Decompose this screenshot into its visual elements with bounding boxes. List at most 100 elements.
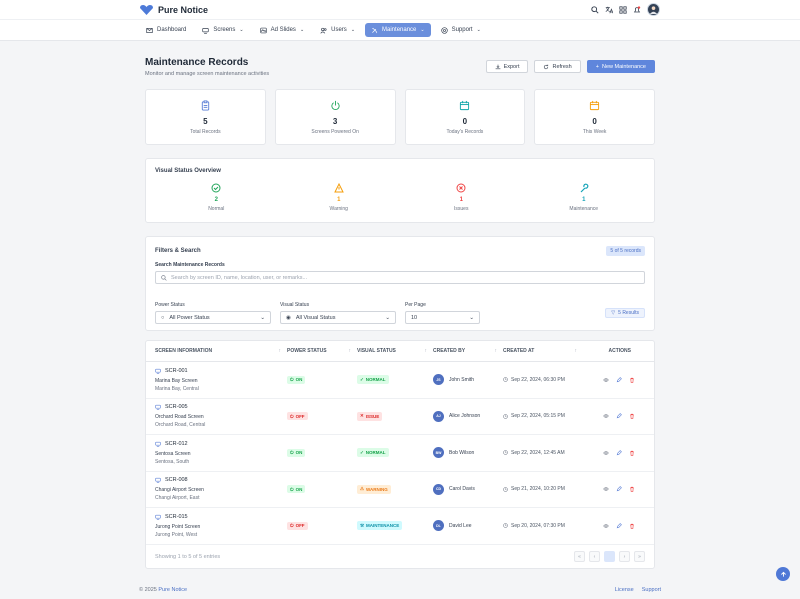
view-eye-icon[interactable] [603,377,609,383]
delete-trash-icon[interactable] [629,523,635,529]
clock-icon [503,377,508,382]
screen-id[interactable]: SCR-001 [165,367,188,374]
user-initials-avatar: AJ [433,410,444,422]
nav-label: Support [451,27,473,33]
visual-status-text: NORMAL [365,377,386,383]
edit-icon[interactable] [616,413,622,419]
created-at: Sep 22, 2024, 05:15 PM [511,413,565,420]
filter-icon: ▽ [611,310,616,316]
delete-trash-icon[interactable] [629,413,635,419]
screen-location: Sentosa, South [155,458,190,465]
plus-icon: + [595,63,599,70]
pagination: « ‹ 1 › » [574,551,645,562]
chevron-down-icon: ⌄ [239,27,244,33]
warning-triangle-icon [333,183,344,193]
col-power[interactable]: POWER STATUS ↑ [287,348,357,354]
visual-status-badge: ✓ NORMAL [357,375,389,385]
prev-page-button[interactable]: ‹ [589,551,600,562]
arrow-up-icon [780,571,786,577]
showing-entries: Showing 1 to 5 of 5 entries [155,553,221,560]
power-status-text: OFF [295,523,305,529]
edit-icon[interactable] [616,376,622,383]
col-created-at[interactable]: CREATED AT ↑ [503,348,583,354]
nav-screens[interactable]: Screens ⌄ [196,23,249,37]
power-status-text: ON [295,377,303,383]
search-icon[interactable] [591,5,599,14]
delete-trash-icon[interactable] [629,486,635,492]
col-screen-info[interactable]: SCREEN INFORMATION ↑ [155,348,287,354]
created-at: Sep 22, 2024, 06:30 PM [511,376,565,383]
col-created-by[interactable]: CREATED BY ↑ [433,348,503,354]
nav-ad-slides[interactable]: Ad Slides ⌄ [254,23,311,37]
support-link[interactable]: Support [641,587,661,593]
nav-label: Dashboard [157,27,187,33]
edit-icon[interactable] [616,522,622,529]
sort-icon: ↑ [348,348,352,354]
footer-brand[interactable]: Pure Notice [158,587,188,593]
view-eye-icon[interactable] [603,450,609,456]
apps-grid-icon[interactable] [619,5,627,14]
refresh-button[interactable]: Refresh [534,60,581,73]
nav-users[interactable]: Users ⌄ [314,23,361,37]
screen-id[interactable]: SCR-012 [165,440,188,447]
screen-name: Marina Bay Screen [155,377,198,384]
nav-maintenance[interactable]: Maintenance ⌄ [365,23,431,37]
records-count-badge: 5 of 5 records [606,246,645,256]
clock-icon [503,450,508,455]
power-status-text: OFF [295,413,305,419]
filters-card: Filters & Search 5 of 5 records Search M… [145,236,655,331]
col-label: CREATED AT [503,348,535,354]
scroll-top-button[interactable] [776,567,790,581]
brand[interactable]: Pure Notice [140,4,208,15]
page-1-button[interactable]: 1 [604,551,615,562]
view-eye-icon[interactable] [603,523,609,529]
visual-label: Normal [208,206,225,212]
col-visual[interactable]: VISUAL STATUS ↑ [357,348,433,354]
screen-id[interactable]: SCR-015 [165,513,188,520]
edit-icon[interactable] [616,449,622,456]
per-page-select[interactable]: 10 ⌄ [405,311,480,324]
visual-status-badge: ⚒ MAINTENANCE [357,521,403,531]
view-eye-icon[interactable] [603,486,609,492]
eye-icon: ◉ [286,314,291,321]
search-input[interactable]: Search by screen ID, name, location, use… [155,271,645,284]
power-dot-icon: ⏻ [290,523,294,529]
power-status-select[interactable]: ○ All Power Status ⌄ [155,311,271,324]
created-at: Sep 21, 2024, 10:20 PM [511,486,565,493]
person-icon [649,6,658,14]
maintenance-status-icon: ⚒ [360,522,365,528]
calendar-icon [460,100,470,110]
delete-trash-icon[interactable] [629,377,635,383]
stat-total-records: 5 Total Records [145,89,266,145]
nav-support[interactable]: Support ⌄ [435,23,487,37]
first-page-button[interactable]: « [574,551,585,562]
user-avatar[interactable] [647,3,660,16]
image-icon [259,27,267,33]
screen-location: Orchard Road, Central [155,422,206,429]
nav-label: Screens [213,27,236,33]
creator-name: John Smith [449,376,475,383]
power-dot-icon: ⏻ [290,450,294,456]
new-maintenance-button[interactable]: + New Maintenance [586,60,655,73]
last-page-button[interactable]: » [634,551,645,562]
chevron-down-icon: ⌄ [350,27,356,33]
results-label: 5 Results [618,310,639,316]
x-circle-icon [456,183,466,193]
screen-id[interactable]: SCR-008 [165,477,188,484]
bell-icon[interactable] [633,5,641,14]
screen-name: Jurong Point Screen [155,523,201,530]
normal-status-icon: ✓ [360,449,364,455]
sort-icon: ↑ [424,348,428,354]
user-initials-avatar: BW [433,447,444,459]
delete-trash-icon[interactable] [629,450,635,456]
export-button[interactable]: Export [485,60,529,73]
next-page-button[interactable]: › [619,551,630,562]
translate-icon[interactable] [605,6,613,14]
nav-dashboard[interactable]: Dashboard [140,23,192,37]
screen-id[interactable]: SCR-005 [165,404,188,411]
edit-icon[interactable] [616,486,622,492]
view-eye-icon[interactable] [603,413,609,419]
perpage-value: 10 [411,314,418,321]
license-link[interactable]: License [614,587,634,593]
visual-status-select[interactable]: ◉ All Visual Status ⌄ [280,311,396,324]
